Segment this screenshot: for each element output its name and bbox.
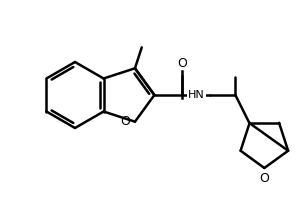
- Text: HN: HN: [188, 90, 205, 100]
- Text: O: O: [177, 57, 187, 70]
- Text: O: O: [120, 115, 130, 128]
- Text: O: O: [259, 172, 269, 185]
